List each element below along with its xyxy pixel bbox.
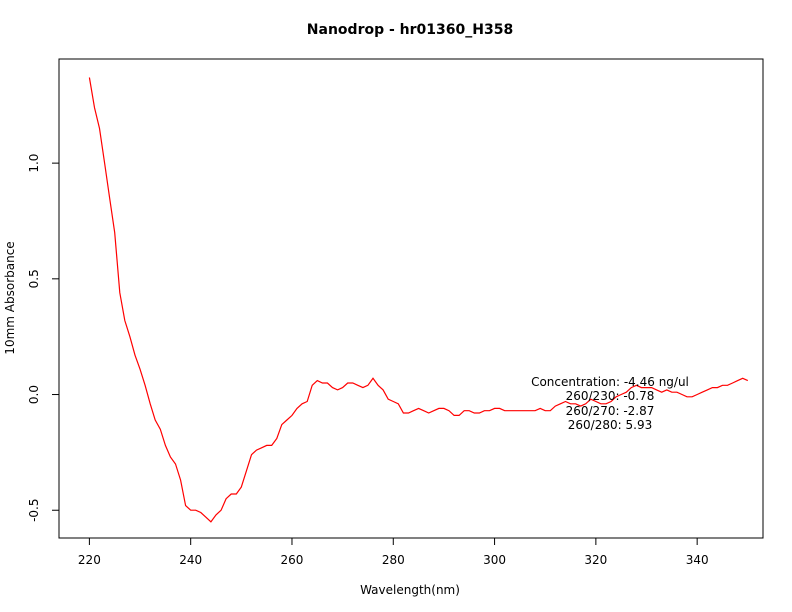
y-tick-label: -0.5: [27, 499, 41, 522]
x-axis-label: Wavelength(nm): [360, 583, 460, 597]
x-tick-label: 280: [382, 553, 405, 567]
y-tick-label: 0.0: [27, 385, 41, 404]
annotation-ratio-260-280: 260/280: 5.93: [568, 418, 652, 432]
chart-title: Nanodrop - hr01360_H358: [307, 22, 513, 38]
x-tick-label: 260: [281, 553, 304, 567]
x-tick-label: 320: [584, 553, 607, 567]
y-tick-label: 1.0: [27, 154, 41, 173]
annotation-ratio-260-230: 260/230: -0.78: [566, 389, 655, 403]
y-tick-label: 0.5: [27, 269, 41, 288]
series-layer: [88, 77, 749, 523]
annotation-box: Concentration: -4.46 ng/ul 260/230: -0.7…: [531, 375, 689, 432]
absorbance-series-line: [88, 77, 749, 523]
x-tick-label: 240: [179, 553, 202, 567]
x-tick-label: 300: [483, 553, 506, 567]
plot-frame: [58, 58, 764, 539]
x-axis: 220 240 260 280 300 320 340: [78, 537, 709, 567]
x-tick-label: 220: [78, 553, 101, 567]
y-axis-label: 10mm Absorbance: [3, 241, 17, 354]
annotation-ratio-260-270: 260/270: -2.87: [566, 404, 655, 418]
y-axis: -0.5 0.0 0.5 1.0: [27, 154, 60, 522]
x-tick-label: 340: [686, 553, 709, 567]
annotation-concentration: Concentration: -4.46 ng/ul: [531, 375, 689, 389]
